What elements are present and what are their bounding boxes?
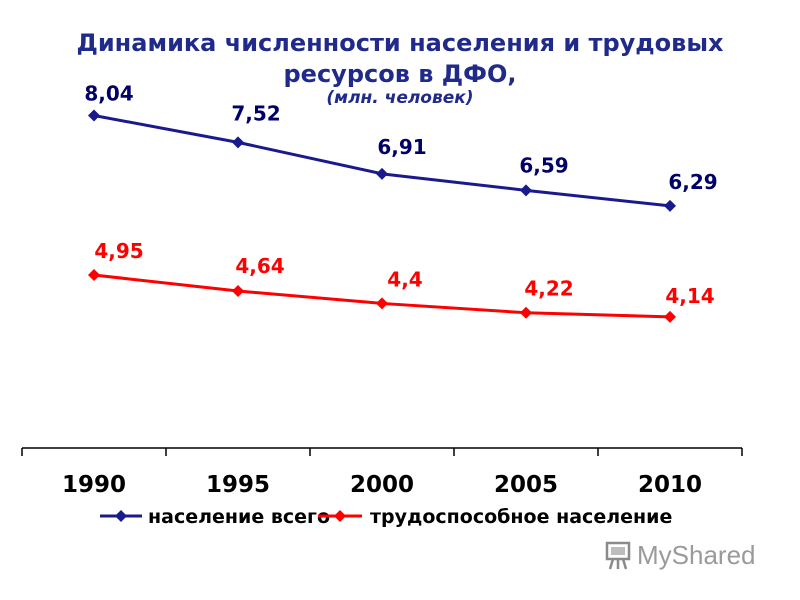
data-point-marker [520, 306, 532, 319]
series-line [93, 114, 671, 208]
data-label: 6,91 [377, 135, 426, 159]
chart-title-line1: Динамика численности населения и трудовы… [76, 29, 724, 57]
data-point-marker [376, 297, 388, 310]
data-label: 4,4 [387, 267, 422, 291]
data-point-marker [376, 167, 388, 180]
legend-label: трудоспособное население [370, 506, 672, 528]
chart-title-line2: ресурсов в ДФО, [283, 60, 517, 88]
x-tick-label: 1995 [206, 472, 270, 498]
data-label: 4,95 [94, 239, 143, 263]
data-point-marker [232, 136, 244, 149]
data-label: 6,29 [668, 170, 717, 194]
data-label: 7,52 [231, 101, 280, 125]
presentation-board-icon [605, 541, 631, 569]
data-label: 4,14 [665, 284, 714, 308]
data-point-marker [664, 199, 676, 212]
watermark-text: MyShared [637, 540, 756, 570]
legend-label: население всего [148, 506, 330, 528]
legend-marker [334, 510, 346, 522]
watermark: MyShared [605, 540, 756, 571]
data-point-marker [232, 285, 244, 298]
data-point-marker [664, 310, 676, 323]
data-label: 6,59 [519, 153, 568, 177]
x-tick-label: 2000 [350, 472, 414, 498]
data-point-marker [520, 184, 532, 197]
data-label: 8,04 [84, 82, 133, 106]
x-tick-label: 2010 [638, 472, 702, 498]
series-line [93, 273, 671, 319]
data-label: 4,22 [524, 277, 573, 301]
x-tick-label: 1990 [62, 472, 126, 498]
chart-subtitle: (млн. человек) [326, 88, 474, 108]
data-label: 4,64 [235, 254, 284, 278]
data-point-marker [88, 109, 100, 122]
chart-title: Динамика численности населения и трудовы… [0, 28, 800, 90]
data-point-marker [88, 269, 100, 282]
legend-marker [115, 510, 127, 522]
x-tick-label: 2005 [494, 472, 558, 498]
